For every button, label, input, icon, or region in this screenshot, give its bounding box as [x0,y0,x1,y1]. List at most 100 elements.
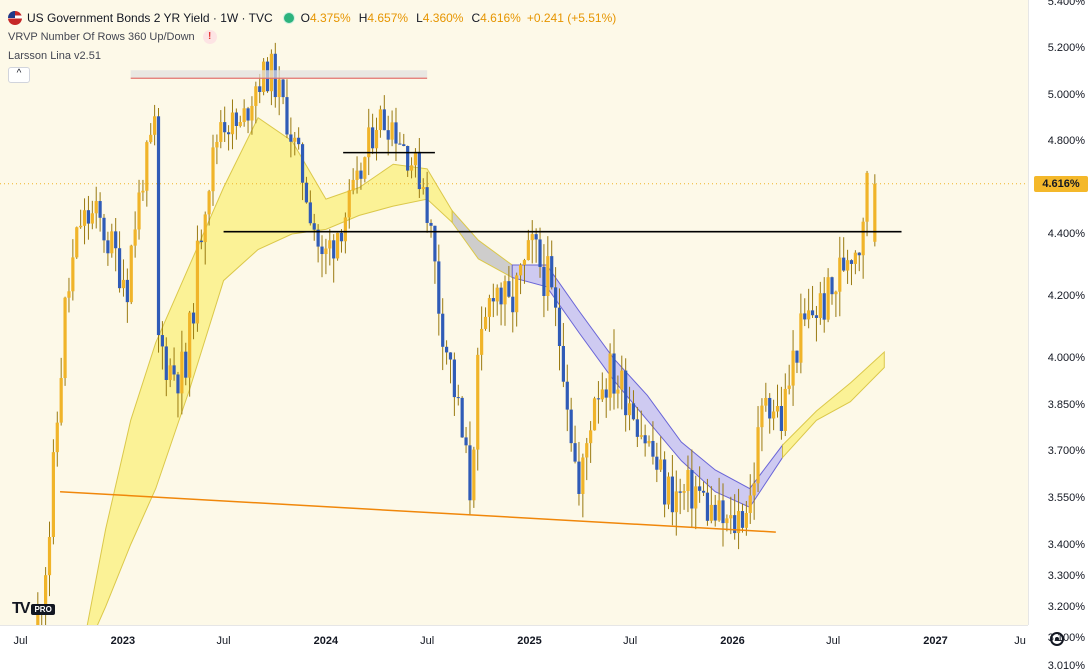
candle [207,189,211,226]
candle-body [865,172,869,222]
candle [849,259,854,286]
indicator-label-vrvp[interactable]: VRVP Number Of Rows 360 Up/Down [8,30,195,43]
candle [168,358,172,388]
candle [402,133,406,147]
candle-body [631,403,636,420]
candle [386,115,390,156]
candle [822,277,826,333]
candle-body [701,490,706,493]
candle-body [538,239,542,267]
candle-body [838,257,842,292]
candle-body [694,486,698,509]
symbol-title[interactable]: US Government Bonds 2 YR Yield · 1W · TV… [27,10,273,25]
candle [102,213,106,253]
indicator-row-vrvp[interactable]: VRVP Number Of Rows 360 Up/Down ! [8,27,622,46]
candle [857,252,861,272]
indicator-row-larsson[interactable]: Larsson Lina v2.51 [8,46,622,65]
candle [460,396,464,438]
warning-icon[interactable]: ! [202,29,217,44]
candle [176,371,180,418]
candle-body [168,365,172,380]
candle-body [845,260,850,271]
candle-body [873,183,877,242]
candle-body [448,352,453,360]
candle [328,229,332,266]
candle-body [378,109,383,131]
symbol-row: US Government Bonds 2 YR Yield · 1W · TV… [8,8,622,27]
candle-body [655,456,659,470]
candle [114,218,118,272]
candle [191,303,196,340]
candle-body [464,437,468,446]
candle [125,268,129,323]
chart-canvas[interactable] [0,0,1028,625]
candle [250,96,254,135]
candle [468,421,472,516]
change-value: +0.241 (+5.51%) [526,10,617,25]
candle-body [756,427,760,484]
candle [452,352,456,416]
candle [709,486,713,524]
candle [643,424,647,457]
candle-body [413,151,418,166]
indicator-label-larsson[interactable]: Larsson Lina v2.51 [8,49,101,62]
candle [480,306,484,371]
candle [511,277,515,333]
candle [203,211,207,265]
candle-body [289,134,293,142]
candle-body [818,293,822,318]
candle [818,281,822,325]
candle [585,437,589,481]
candle [526,229,530,261]
candle [845,249,850,284]
candle [343,212,347,254]
candle [437,244,441,336]
price-tick-label: 4.200% [1047,290,1085,303]
high-key: H [358,10,368,25]
candle [211,134,215,206]
candle [180,330,184,415]
candle [230,99,235,150]
price-axis[interactable]: 3.010% 3.100% 3.200% 3.300% 3.400% 3.550% 3.70… [1028,0,1090,672]
indicator-bands [86,117,885,625]
candle [223,106,227,142]
candle-body [596,398,601,400]
candle-body [316,229,320,247]
candle [110,223,114,258]
candle-body [468,445,472,501]
low-value: 4.360% [422,10,464,25]
candle-body [402,144,406,147]
collapse-legend-button[interactable]: ^ [8,66,30,83]
candle-body [234,112,238,126]
candle-body [238,122,242,126]
candle-body [172,365,176,375]
candle [772,399,776,431]
tradingview-logo[interactable]: TV PRO [12,600,55,618]
candle-body [768,397,772,419]
candle-body [90,213,94,224]
candle-body [242,108,246,123]
candle [281,78,285,105]
candle-body [297,137,301,145]
candle-body [343,217,347,242]
candle [733,494,737,540]
time-axis[interactable]: Jul 2023 Jul 2024 Jul 2025 Jul 2026 Jul 2027 Ju [0,625,1028,654]
candle [522,258,527,284]
gear-icon[interactable] [1050,632,1064,646]
candle-body [390,122,394,140]
candle-body [526,240,530,261]
candle-body [604,389,608,398]
plot-area[interactable] [0,0,1028,625]
candle [768,393,772,434]
candle-body [530,234,534,241]
candle [339,229,344,253]
candle-body [312,223,316,230]
candle-body [86,210,91,224]
candle-body [725,518,729,524]
candle-body [176,374,180,394]
candle-body [215,141,219,148]
candle [304,176,309,204]
candle [156,107,161,353]
candle [705,478,710,526]
price-tick-label: 4.400% [1047,228,1085,240]
